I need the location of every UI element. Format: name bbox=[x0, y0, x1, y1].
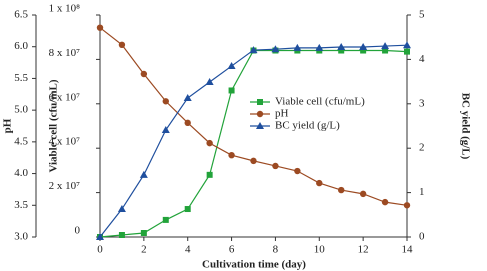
legend-label: pH bbox=[275, 108, 289, 120]
y-tick-label: 3.5 bbox=[14, 199, 28, 211]
point bbox=[381, 42, 390, 50]
point bbox=[162, 216, 169, 223]
y-tick-label: 3.0 bbox=[14, 231, 28, 243]
point bbox=[184, 206, 191, 213]
x-tick-label: 8 bbox=[273, 244, 279, 256]
point bbox=[316, 179, 323, 187]
point bbox=[227, 62, 236, 70]
y3-tick-label: 8 x 10⁷ bbox=[49, 47, 81, 59]
point bbox=[228, 151, 235, 159]
point bbox=[271, 45, 280, 53]
point bbox=[206, 171, 213, 178]
point bbox=[381, 198, 389, 206]
legend-marker bbox=[256, 122, 264, 129]
y2-tick-label: 4 bbox=[419, 53, 425, 65]
x-axis-label: Cultivation time (day) bbox=[202, 259, 306, 271]
x-tick-label: 0 bbox=[97, 244, 103, 256]
point bbox=[184, 119, 191, 127]
x-tick-label: 14 bbox=[402, 244, 414, 256]
point bbox=[205, 78, 214, 86]
y-tick-label: 5.5 bbox=[14, 72, 28, 84]
point bbox=[338, 47, 345, 54]
x-tick-label: 2 bbox=[141, 244, 147, 256]
y-tick-label: 4.5 bbox=[14, 135, 28, 147]
point bbox=[206, 139, 213, 147]
y2-tick-label: 2 bbox=[419, 142, 425, 154]
point bbox=[161, 125, 170, 133]
x-tick-label: 4 bbox=[185, 244, 191, 256]
point bbox=[294, 167, 301, 175]
point bbox=[249, 46, 258, 54]
y-tick-label: 6.0 bbox=[14, 40, 28, 52]
y3-tick-label: 1 x 10⁸ bbox=[49, 3, 81, 15]
point bbox=[403, 41, 411, 49]
point bbox=[118, 41, 126, 49]
point bbox=[272, 162, 279, 170]
y2-tick-label: 5 bbox=[419, 9, 425, 21]
y3-tick-label: 4 x 10⁷ bbox=[49, 136, 81, 148]
legend-marker bbox=[256, 110, 264, 118]
series-line bbox=[99, 49, 408, 238]
y-axis-label: pH bbox=[2, 118, 14, 133]
x-tick-label: 12 bbox=[358, 244, 369, 256]
point bbox=[228, 87, 235, 94]
point bbox=[139, 170, 148, 178]
y-tick-label: 5.0 bbox=[14, 104, 28, 116]
point bbox=[403, 202, 411, 209]
point bbox=[118, 232, 125, 239]
y-tick-label: 6.5 bbox=[14, 9, 28, 21]
point bbox=[359, 190, 367, 198]
legend-marker bbox=[257, 99, 263, 105]
point bbox=[250, 157, 257, 165]
point bbox=[315, 43, 324, 51]
point bbox=[293, 43, 302, 51]
point bbox=[140, 70, 148, 78]
y3-axis-label: Viable cell (cfu/mL) bbox=[48, 79, 60, 172]
y3-tick-label: 2 x 10⁷ bbox=[49, 180, 81, 192]
y2-tick-label: 0 bbox=[419, 231, 425, 243]
legend-label: BC yield (g/L) bbox=[275, 120, 340, 132]
point bbox=[162, 98, 169, 105]
y3-tick-label: 6 x 10⁷ bbox=[49, 91, 81, 103]
point bbox=[338, 186, 345, 194]
point bbox=[360, 47, 367, 54]
point bbox=[337, 42, 346, 50]
point bbox=[382, 47, 389, 54]
point bbox=[117, 205, 126, 213]
x-tick-label: 10 bbox=[314, 244, 326, 256]
y2-tick-label: 1 bbox=[419, 186, 425, 198]
point bbox=[359, 42, 368, 50]
y2-axis-label: BC yield (g/L) bbox=[459, 93, 471, 160]
point bbox=[96, 233, 104, 240]
legend-label: Viable cell (cfu/mL) bbox=[275, 96, 365, 108]
point bbox=[183, 94, 192, 102]
y-tick-label: 4.0 bbox=[14, 167, 28, 179]
point bbox=[404, 48, 410, 55]
point bbox=[140, 230, 147, 237]
y3-tick-label: 0 bbox=[75, 225, 81, 237]
series-line bbox=[99, 27, 408, 206]
y2-tick-label: 3 bbox=[419, 97, 425, 109]
x-tick-label: 6 bbox=[229, 244, 235, 256]
point bbox=[96, 24, 104, 31]
